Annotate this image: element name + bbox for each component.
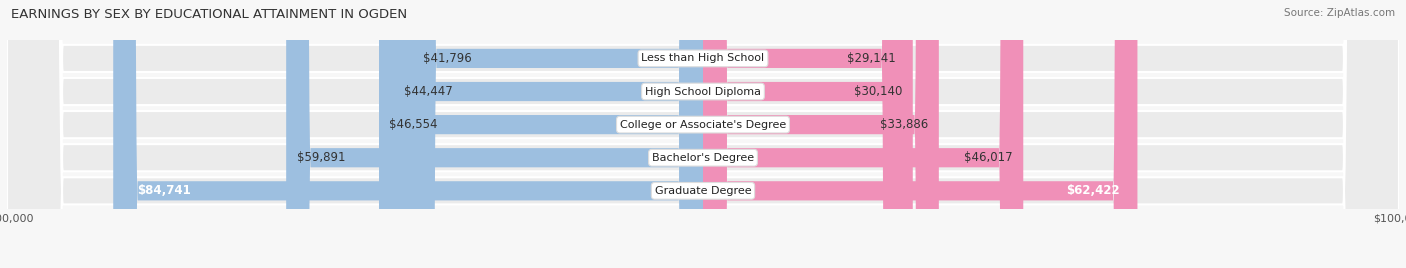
- FancyBboxPatch shape: [287, 0, 703, 268]
- Text: Graduate Degree: Graduate Degree: [655, 186, 751, 196]
- Text: EARNINGS BY SEX BY EDUCATIONAL ATTAINMENT IN OGDEN: EARNINGS BY SEX BY EDUCATIONAL ATTAINMEN…: [11, 8, 408, 21]
- Text: $59,891: $59,891: [297, 151, 344, 164]
- Text: $44,447: $44,447: [404, 85, 453, 98]
- FancyBboxPatch shape: [703, 0, 905, 268]
- FancyBboxPatch shape: [114, 0, 703, 268]
- FancyBboxPatch shape: [7, 0, 1399, 268]
- FancyBboxPatch shape: [7, 0, 1399, 268]
- FancyBboxPatch shape: [703, 0, 1137, 268]
- Text: College or Associate's Degree: College or Associate's Degree: [620, 120, 786, 130]
- Text: $30,140: $30,140: [853, 85, 903, 98]
- Text: High School Diploma: High School Diploma: [645, 87, 761, 96]
- Text: Bachelor's Degree: Bachelor's Degree: [652, 153, 754, 163]
- FancyBboxPatch shape: [703, 0, 912, 268]
- Text: Less than High School: Less than High School: [641, 53, 765, 64]
- Text: Source: ZipAtlas.com: Source: ZipAtlas.com: [1284, 8, 1395, 18]
- FancyBboxPatch shape: [703, 0, 939, 268]
- Text: $46,017: $46,017: [965, 151, 1012, 164]
- FancyBboxPatch shape: [7, 0, 1399, 268]
- FancyBboxPatch shape: [703, 0, 1024, 268]
- Text: $41,796: $41,796: [423, 52, 471, 65]
- Text: $46,554: $46,554: [389, 118, 437, 131]
- FancyBboxPatch shape: [394, 0, 703, 268]
- FancyBboxPatch shape: [380, 0, 703, 268]
- Text: $29,141: $29,141: [846, 52, 896, 65]
- Text: $33,886: $33,886: [880, 118, 928, 131]
- FancyBboxPatch shape: [412, 0, 703, 268]
- Text: $84,741: $84,741: [136, 184, 191, 197]
- Text: $62,422: $62,422: [1066, 184, 1121, 197]
- FancyBboxPatch shape: [7, 0, 1399, 268]
- FancyBboxPatch shape: [7, 0, 1399, 268]
